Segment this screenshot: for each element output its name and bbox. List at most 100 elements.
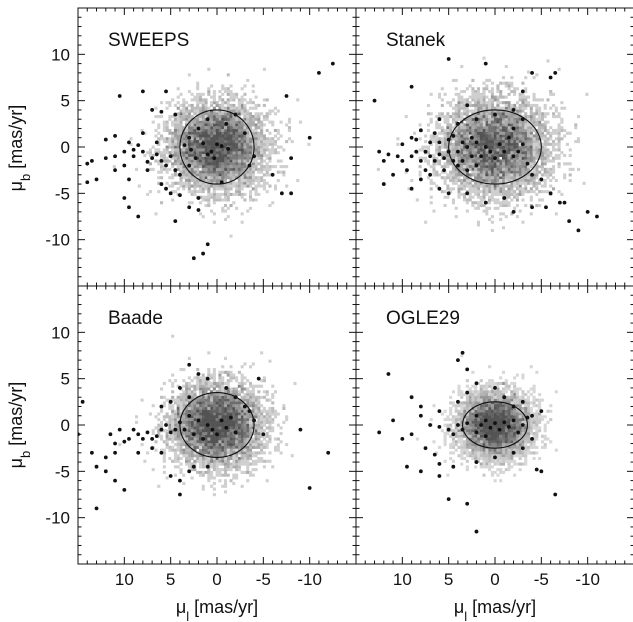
x-tick-label: 10: [393, 570, 412, 589]
data-point: [516, 149, 521, 154]
data-point: [205, 242, 210, 247]
data-point: [159, 450, 164, 455]
data-point: [520, 423, 525, 427]
data-point: [497, 427, 502, 432]
panel-ogle29: OGLE29: [355, 285, 633, 565]
data-point: [233, 112, 238, 117]
data-point: [437, 152, 442, 157]
data-point: [103, 137, 108, 142]
data-point: [372, 98, 377, 103]
data-point: [497, 142, 502, 147]
data-point: [154, 140, 159, 145]
data-point: [414, 137, 419, 142]
data-point: [136, 143, 141, 148]
data-point: [252, 154, 256, 159]
data-point: [530, 413, 534, 418]
data-point: [474, 413, 479, 418]
data-point: [164, 186, 168, 191]
data-point: [168, 474, 173, 478]
data-point: [520, 446, 525, 451]
data-point: [224, 386, 229, 390]
ticks-ogle29: [356, 286, 633, 564]
data-point: [330, 61, 335, 66]
data-point: [159, 182, 164, 186]
data-point: [205, 152, 210, 157]
y-axis-label-top: μb [mas/yr]: [6, 105, 33, 192]
data-point: [247, 163, 252, 168]
data-point: [418, 413, 423, 418]
y-tick-label: 5: [61, 92, 70, 111]
data-point: [386, 372, 391, 376]
data-point: [150, 156, 155, 161]
data-point: [131, 147, 136, 152]
data-point: [205, 423, 210, 427]
data-point: [256, 376, 261, 381]
data-point: [483, 434, 488, 439]
data-point: [446, 149, 451, 154]
data-point: [525, 161, 530, 166]
data-point: [168, 191, 173, 196]
data-point: [530, 437, 534, 441]
y-axis-label-bottom: μb [mas/yr]: [6, 382, 33, 469]
data-point: [122, 439, 127, 444]
density-background: [376, 39, 589, 233]
data-point: [226, 146, 231, 151]
ellipse-stanek: [448, 109, 542, 185]
data-point: [326, 450, 331, 455]
data-point: [432, 159, 437, 163]
y-tick-label: -10: [45, 231, 70, 250]
data-point: [131, 154, 136, 159]
data-point: [456, 423, 460, 427]
ticks-sweeps: [78, 8, 356, 286]
data-point: [474, 460, 479, 464]
data-point: [395, 154, 400, 159]
data-point: [479, 423, 483, 427]
data-point: [493, 421, 497, 426]
data-point: [191, 432, 196, 437]
data-point: [511, 404, 516, 409]
data-point: [298, 427, 303, 432]
data-point: [539, 469, 544, 474]
data-point: [507, 135, 511, 140]
data-point: [451, 133, 456, 138]
data-point: [456, 149, 460, 154]
data-point: [446, 57, 451, 61]
data-point: [507, 424, 511, 429]
data-point: [242, 131, 247, 136]
data-point: [391, 172, 395, 177]
data-point: [279, 191, 284, 196]
data-point: [191, 256, 196, 261]
data-point: [460, 140, 465, 145]
data-point: [474, 163, 479, 168]
data-point: [474, 529, 479, 534]
data-point: [483, 61, 488, 66]
data-point: [502, 395, 507, 400]
data-point: [168, 399, 173, 404]
data-point: [493, 455, 497, 460]
data-point: [511, 108, 516, 112]
data-point: [460, 427, 465, 432]
data-point: [205, 117, 210, 122]
data-point: [229, 415, 233, 420]
data-point: [136, 432, 141, 437]
data-point: [150, 437, 155, 441]
data-point: [474, 117, 479, 122]
data-point: [201, 437, 206, 441]
data-point: [113, 441, 117, 446]
data-point: [456, 121, 460, 126]
data-point: [307, 486, 312, 490]
data-point: [539, 409, 544, 413]
data-point: [460, 350, 465, 355]
ticks-baade: [78, 286, 356, 564]
data-point: [219, 144, 224, 148]
data-point: [261, 432, 266, 437]
data-point: [409, 186, 414, 191]
data-point: [140, 131, 145, 136]
data-point: [418, 177, 423, 182]
data-point: [428, 154, 433, 159]
data-point: [502, 196, 507, 200]
data-point: [178, 420, 182, 425]
data-point: [154, 152, 159, 157]
data-point: [154, 434, 159, 439]
